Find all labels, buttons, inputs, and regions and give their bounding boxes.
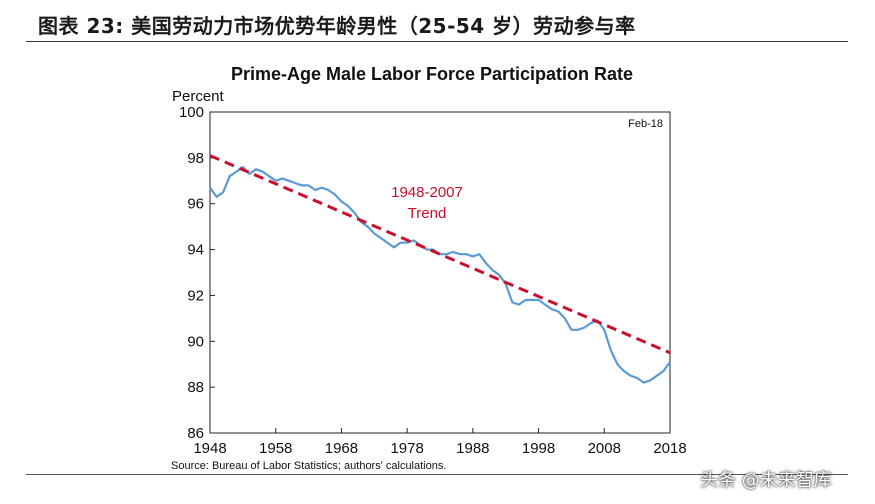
y-tick-label: 88	[187, 379, 204, 396]
y-tick-label: 86	[187, 425, 204, 442]
date-note: Feb-18	[628, 118, 663, 130]
x-tick-label: 1988	[456, 440, 489, 457]
caption-divider	[26, 41, 848, 42]
y-tick-label: 96	[187, 196, 204, 213]
watermark: 头条 @未来智库	[700, 470, 832, 491]
y-tick-label: 94	[187, 242, 204, 259]
y-tick-label: 90	[187, 333, 204, 350]
footer-divider	[26, 474, 848, 475]
participation-rate-line	[209, 165, 671, 384]
x-tick-label: 1958	[259, 440, 292, 457]
y-tick-label: 92	[187, 287, 204, 304]
plot-area	[209, 111, 671, 434]
x-tick-label: 1968	[325, 440, 358, 457]
trend-annotation-label: Trend	[408, 205, 447, 222]
x-tick-label: 2008	[588, 440, 621, 457]
trend-annotation-years: 1948-2007	[391, 184, 463, 201]
y-tick-label: 100	[179, 104, 204, 121]
y-axis-label: Percent	[172, 88, 225, 105]
x-tick-label: 1998	[522, 440, 555, 457]
y-tick-label: 98	[187, 150, 204, 167]
chart-source: Source: Bureau of Labor Statistics; auth…	[171, 460, 446, 472]
trend-line	[209, 154, 671, 355]
x-tick-label: 1948	[193, 440, 226, 457]
chart-title: Prime-Age Male Labor Force Participation…	[231, 64, 633, 84]
figure-caption: 图表 23: 美国劳动力市场优势年龄男性（25-54 岁）劳动参与率	[38, 14, 636, 38]
x-tick-label: 1978	[390, 440, 423, 457]
x-tick-label: 2018	[653, 440, 686, 457]
